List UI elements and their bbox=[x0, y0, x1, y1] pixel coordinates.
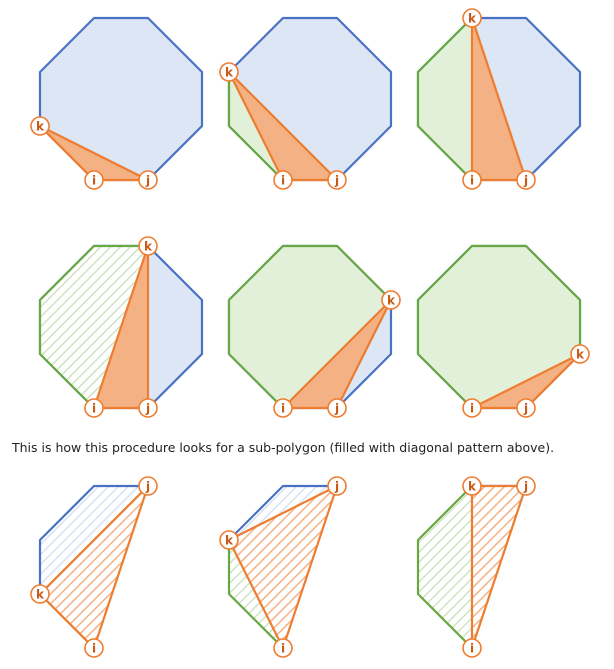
triangle-ijk bbox=[470, 484, 528, 650]
triangle-ijk bbox=[227, 70, 339, 182]
octagon-panel-top-2: i j k bbox=[219, 16, 393, 190]
vertex-k-marker bbox=[219, 530, 239, 550]
vertex-k-marker bbox=[462, 8, 482, 28]
triangle-ijk bbox=[227, 484, 339, 650]
full-polygon bbox=[38, 16, 204, 182]
vertex-k-label: k bbox=[225, 65, 234, 79]
green-boundary bbox=[227, 72, 284, 181]
triangle-ijk bbox=[38, 124, 150, 182]
vertex-i-label: i bbox=[470, 173, 474, 187]
vertex-i-marker bbox=[462, 398, 482, 418]
vertex-j-label: j bbox=[334, 401, 339, 415]
green-boundary bbox=[227, 244, 392, 409]
vertex-i-label: i bbox=[92, 173, 96, 187]
vertex-i-marker bbox=[273, 638, 293, 658]
green-boundary bbox=[38, 244, 148, 409]
vertex-i-marker bbox=[84, 170, 104, 190]
vertex-k-marker bbox=[381, 290, 401, 310]
vertex-j-marker bbox=[516, 170, 536, 190]
vertex-k-marker bbox=[138, 236, 158, 256]
octagon-panel-top-3: i j k bbox=[416, 8, 582, 190]
vertex-k-marker bbox=[462, 476, 482, 496]
vertex-j-marker bbox=[327, 170, 347, 190]
vertex-k-marker bbox=[30, 584, 50, 604]
triangle-ijk bbox=[470, 352, 582, 410]
vertex-k-label: k bbox=[144, 239, 153, 253]
vertex-i-label: i bbox=[281, 173, 285, 187]
vertex-j-marker bbox=[516, 398, 536, 418]
vertex-j-label: j bbox=[523, 479, 528, 493]
green-region bbox=[418, 486, 472, 648]
green-boundary bbox=[227, 540, 284, 649]
vertex-j-marker bbox=[138, 398, 158, 418]
vertex-j-label: j bbox=[523, 401, 528, 415]
octagon-panel-middle-3: i j k bbox=[416, 244, 590, 418]
triangle-ijk bbox=[92, 244, 150, 410]
vertex-i-label: i bbox=[92, 641, 96, 655]
vertex-i-label: i bbox=[281, 401, 285, 415]
blue-boundary bbox=[38, 484, 148, 594]
vertex-k-label: k bbox=[36, 119, 45, 133]
vertex-i-marker bbox=[462, 170, 482, 190]
vertex-i-marker bbox=[273, 170, 293, 190]
vertex-j-marker bbox=[327, 398, 347, 418]
vertex-k-label: k bbox=[225, 533, 234, 547]
vertex-j-label: j bbox=[334, 173, 339, 187]
vertex-j-marker bbox=[138, 170, 158, 190]
vertex-i-label: i bbox=[470, 641, 474, 655]
vertex-k-label: k bbox=[36, 587, 45, 601]
vertex-j-label: j bbox=[334, 479, 339, 493]
caption: This is how this procedure looks for a s… bbox=[12, 440, 555, 455]
green-region bbox=[229, 246, 391, 408]
octagon-panel-middle-2: i j k bbox=[227, 244, 401, 418]
triangle-ijk bbox=[281, 298, 393, 410]
vertex-j-label: j bbox=[145, 173, 150, 187]
green-region bbox=[418, 246, 580, 408]
vertex-i-marker bbox=[84, 638, 104, 658]
vertex-i-marker bbox=[462, 638, 482, 658]
vertex-i-marker bbox=[273, 398, 293, 418]
triangle-ijk bbox=[470, 16, 528, 182]
octagon-panel-middle-1: i j k bbox=[38, 236, 204, 418]
vertex-k-marker bbox=[570, 344, 590, 364]
subpolygon-panel-1: i j k bbox=[30, 476, 158, 658]
vertex-j-marker bbox=[516, 476, 536, 496]
triangle-ijk bbox=[38, 484, 150, 650]
vertex-k-label: k bbox=[468, 479, 477, 493]
vertex-k-marker bbox=[30, 116, 50, 136]
green-region bbox=[418, 18, 472, 180]
vertex-j-marker bbox=[327, 476, 347, 496]
subpolygon-panel-2: i j k bbox=[219, 476, 347, 658]
vertex-k-marker bbox=[219, 62, 239, 82]
vertex-i-label: i bbox=[281, 641, 285, 655]
green-region bbox=[40, 246, 148, 408]
vertex-k-label: k bbox=[576, 347, 585, 361]
green-boundary bbox=[416, 244, 582, 409]
vertex-j-label: j bbox=[145, 401, 150, 415]
vertex-j-label: j bbox=[145, 479, 150, 493]
vertex-i-label: i bbox=[470, 401, 474, 415]
vertex-k-label: k bbox=[468, 11, 477, 25]
vertex-i-marker bbox=[84, 398, 104, 418]
subpolygon-panel-3: i j k bbox=[416, 476, 536, 658]
vertex-j-label: j bbox=[523, 173, 528, 187]
vertex-k-label: k bbox=[387, 293, 396, 307]
octagon-panel-top-1: i j k bbox=[30, 16, 204, 190]
vertex-j-marker bbox=[138, 476, 158, 496]
green-boundary bbox=[416, 485, 473, 649]
vertex-i-label: i bbox=[92, 401, 96, 415]
blue-boundary bbox=[228, 484, 337, 541]
green-boundary bbox=[416, 17, 473, 181]
